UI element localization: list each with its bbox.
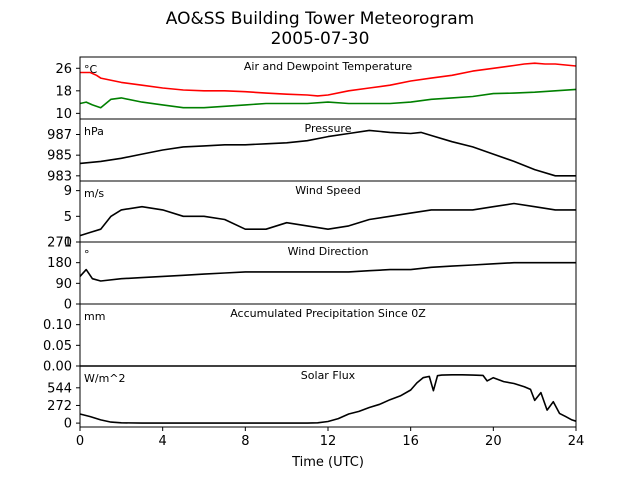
panel-4-unit-label: ° <box>84 248 90 261</box>
panel-4-title: Wind Direction <box>288 245 369 258</box>
panel-1-series-1-line <box>80 62 577 97</box>
panel-1-series-2-line <box>79 88 577 109</box>
panel-3-title: Wind Speed <box>295 184 361 197</box>
panel-1: Air and Dewpoint Temperature °C 10 18 26 <box>55 56 577 122</box>
panel-4: Wind Direction ° 0 90 180 270 <box>47 236 577 313</box>
figure-title-line1: AO&SS Building Tower Meteorogram <box>166 9 474 29</box>
panel-1-y-tick-label: 26 <box>55 62 72 77</box>
x-tick-label: 12 <box>320 434 337 449</box>
panel-2-y-tick-label: 985 <box>47 149 72 164</box>
x-axis-label: Time (UTC) <box>291 455 364 470</box>
panel-6-y-tick-label: 544 <box>47 381 72 396</box>
panel-4-y-tick-label: 90 <box>55 277 72 292</box>
panel-3-y-tick-label: 5 <box>64 210 72 225</box>
panel-6-y-tick-label: 0 <box>64 417 72 432</box>
panel-2-y-tick-label: 983 <box>47 169 72 184</box>
panel-6: Solar Flux W/m^2 0 272 544 <box>47 365 577 432</box>
panel-5-y-tick-label: 0.00 <box>43 360 72 375</box>
panel-4-y-tick-label: 0 <box>64 298 72 313</box>
panel-3-series-1-line <box>79 202 576 237</box>
panel-3: Wind Speed m/s 1 5 9 <box>64 180 577 251</box>
panel-3-unit-label: m/s <box>84 187 104 200</box>
panel-5-unit-label: mm <box>84 310 105 323</box>
panel-2-unit-label: hPa <box>84 125 104 138</box>
panel-4-y-tick-label: 180 <box>47 256 72 271</box>
x-tick-label: 4 <box>159 434 167 449</box>
panel-5-y-tick-label: 0.10 <box>43 318 72 333</box>
panel-2-title: Pressure <box>305 122 352 135</box>
figure-title-line2: 2005-07-30 <box>271 29 370 49</box>
panel-6-y-tick-label: 272 <box>47 399 72 414</box>
panel-1-unit-label: °C <box>84 63 98 76</box>
panel-5-y-tick-label: 0.05 <box>43 339 72 354</box>
panel-6-series-1-line <box>79 374 577 424</box>
panel-4-series-1-line <box>79 261 576 282</box>
panel-1-y-tick-label: 18 <box>55 84 72 99</box>
panel-1-y-tick-label: 10 <box>55 107 72 122</box>
panel-2: Pressure hPa 983 985 987 <box>47 118 577 184</box>
panel-5-title: Accumulated Precipitation Since 0Z <box>230 307 426 320</box>
panel-2-series-1-line <box>79 129 576 177</box>
panel-6-title: Solar Flux <box>301 369 356 382</box>
panel-2-y-tick-label: 987 <box>47 128 72 143</box>
x-tick-label: 16 <box>402 434 419 449</box>
panels-group: Air and Dewpoint Temperature°C101826Pres… <box>43 56 577 432</box>
x-tick-label: 8 <box>241 434 249 449</box>
x-tick-label: 24 <box>568 434 585 449</box>
panel-4-y-tick-label: 270 <box>47 236 72 251</box>
panel-3-y-tick-label: 9 <box>64 184 72 199</box>
panel-6-unit-label: W/m^2 <box>84 372 126 385</box>
panel-3-y-tick-label: 1 <box>64 236 72 251</box>
panel-5: Accumulated Precipitation Since 0Z mm 0.00… <box>43 303 577 375</box>
panel-1-title: Air and Dewpoint Temperature <box>244 60 412 73</box>
x-axis: 0 4 8 12 16 20 24 <box>76 427 584 449</box>
x-tick-label: 0 <box>76 434 84 449</box>
x-tick-label: 20 <box>485 434 502 449</box>
